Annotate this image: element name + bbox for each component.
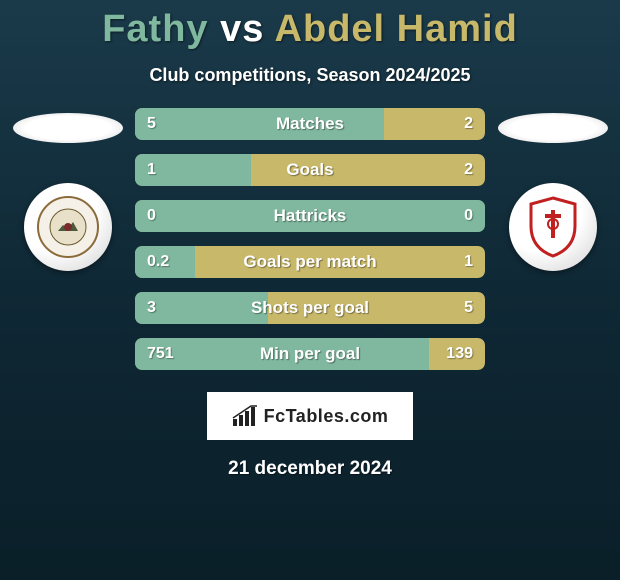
stat-left-value: 5 [147,115,156,133]
player1-name: Fathy [102,8,208,50]
player2-club-badge [509,183,597,271]
date-text: 21 december 2024 [0,458,620,480]
comparison-title: Fathy vs Abdel Hamid [0,0,620,51]
stat-right-value: 5 [464,299,473,317]
stat-left-value: 751 [147,345,174,363]
stat-bars: 5 Matches 2 1 Goals 2 0 Hattricks 0 0.2 Goals per … [135,108,485,370]
player1-silhouette [13,113,123,143]
branding-icon [232,405,258,427]
stat-label: Hattricks [274,206,347,226]
subtitle: Club competitions, Season 2024/2025 [0,65,620,86]
stat-bar: 0 Hattricks 0 [135,200,485,232]
left-side [10,108,125,271]
content-row: 5 Matches 2 1 Goals 2 0 Hattricks 0 0.2 Goals per … [0,108,620,370]
right-side [495,108,610,271]
stat-label: Min per goal [260,344,360,364]
stat-bar: 3 Shots per goal 5 [135,292,485,324]
stat-label: Shots per goal [251,298,369,318]
club-crest-right [527,196,579,258]
player2-silhouette [498,113,608,143]
player1-club-badge [24,183,112,271]
stat-bar: 5 Matches 2 [135,108,485,140]
vs-text: vs [220,8,264,50]
stat-bar: 751 Min per goal 139 [135,338,485,370]
stat-left-value: 0.2 [147,253,169,271]
stat-label: Goals [286,160,333,180]
club-crest-left [37,196,99,258]
stat-left-value: 3 [147,299,156,317]
stat-label: Matches [276,114,344,134]
stat-bar: 1 Goals 2 [135,154,485,186]
branding-banner: FcTables.com [207,392,413,440]
stat-bar: 0.2 Goals per match 1 [135,246,485,278]
stat-left-value: 0 [147,207,156,225]
bar-left-fill [135,108,384,140]
stat-right-value: 2 [464,161,473,179]
stat-right-value: 139 [446,345,473,363]
player2-name: Abdel Hamid [275,8,518,50]
stat-left-value: 1 [147,161,156,179]
stat-right-value: 1 [464,253,473,271]
stat-right-value: 0 [464,207,473,225]
stat-right-value: 2 [464,115,473,133]
stat-label: Goals per match [243,252,376,272]
branding-text: FcTables.com [264,406,389,427]
